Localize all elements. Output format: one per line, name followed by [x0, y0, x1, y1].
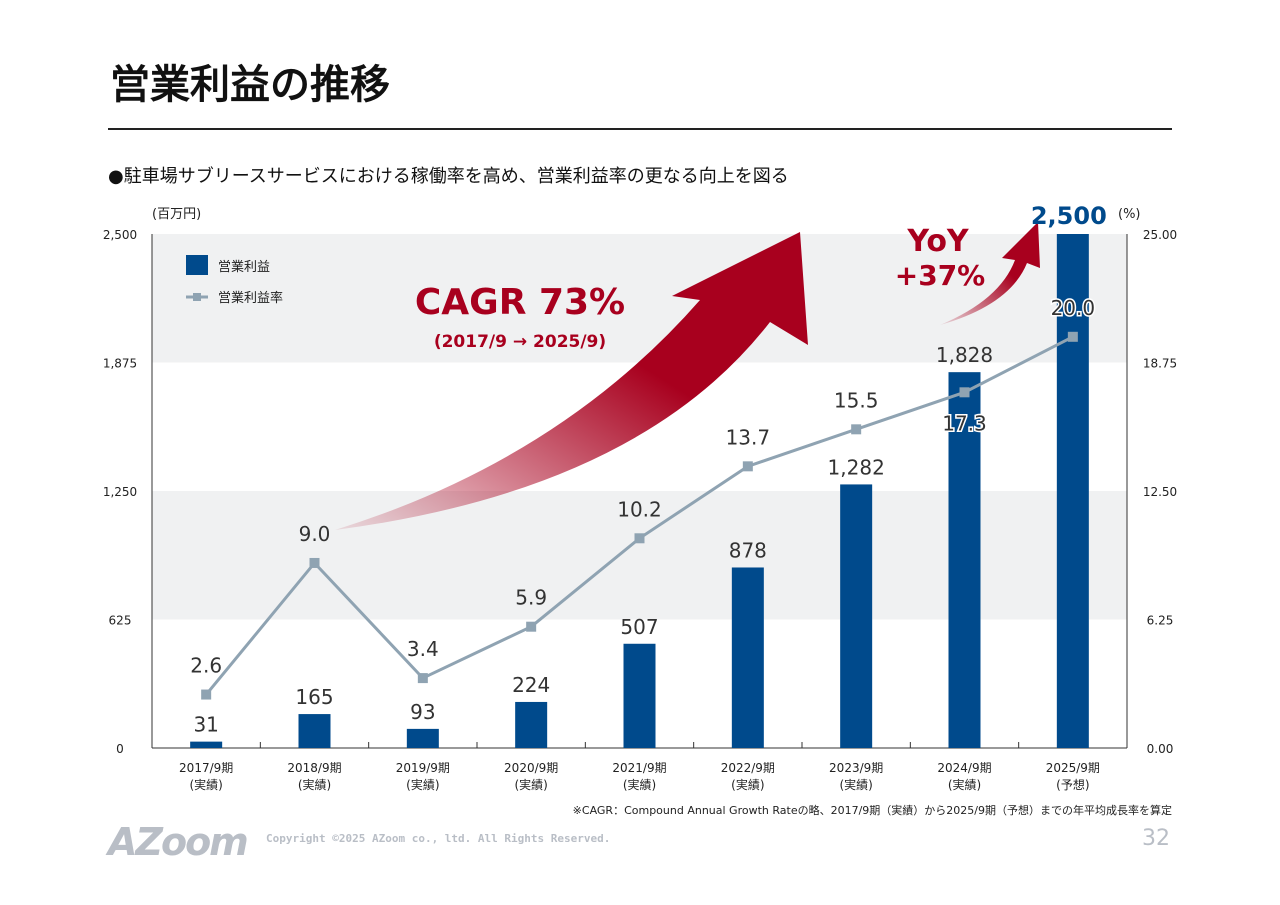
- rate-value-label: 13.7: [726, 425, 771, 449]
- y-label-right: (%): [1118, 207, 1141, 222]
- bar-value-label: 2,500: [1031, 202, 1107, 230]
- y-tick-left: 1,875: [103, 357, 137, 371]
- page-title: 営業利益の推移: [110, 62, 390, 108]
- rate-point: [634, 533, 645, 544]
- y-tick-right: 6.25: [1147, 614, 1174, 628]
- bar-value-label: 224: [512, 673, 550, 697]
- rate-point: [309, 557, 320, 568]
- bar-value-label: 507: [620, 615, 658, 639]
- y-label-left: (百万円): [152, 207, 201, 222]
- cagr-label: CAGR 73%: [415, 282, 625, 323]
- x-tick-label: 2021/9期: [612, 761, 666, 775]
- x-tick-label: 2024/9期: [937, 761, 991, 775]
- bar-value-label: 165: [295, 685, 333, 709]
- x-tick-label-sub: (実績): [406, 777, 439, 792]
- legend-line-marker: [193, 293, 201, 301]
- legend-bar-swatch: [186, 255, 208, 275]
- y-tick-right: 18.75: [1143, 357, 1177, 371]
- x-tick-label-sub: (実績): [948, 777, 981, 792]
- bar: [1056, 234, 1089, 748]
- rate-value-label: 2.6: [190, 654, 222, 678]
- rate-value-label: 15.5: [834, 388, 879, 412]
- page-number: 32: [1142, 826, 1170, 851]
- x-tick-label: 2017/9期: [179, 761, 233, 775]
- bar: [298, 714, 331, 748]
- x-tick-label: 2025/9期: [1046, 761, 1100, 775]
- y-tick-right: 25.00: [1143, 228, 1177, 242]
- x-tick-label-sub: (実績): [298, 777, 331, 792]
- rate-value-label: 9.0: [299, 522, 331, 546]
- yoy-value: +37%: [895, 259, 985, 292]
- rate-value-label: 10.2: [617, 497, 662, 521]
- rate-point: [526, 621, 537, 632]
- bar: [406, 728, 439, 748]
- bar: [948, 372, 981, 748]
- yoy-label: YoY: [906, 224, 970, 259]
- rate-point: [851, 424, 862, 435]
- logo: AZoom: [108, 820, 249, 864]
- x-tick-label-sub: (予想): [1056, 777, 1089, 792]
- y-tick-left: 1,250: [103, 485, 137, 499]
- rate-point: [417, 673, 428, 684]
- x-tick-label: 2020/9期: [504, 761, 558, 775]
- rate-value-label: 20.0: [1051, 296, 1096, 320]
- bar: [731, 567, 764, 748]
- x-tick-label: 2019/9期: [396, 761, 450, 775]
- bar: [515, 701, 548, 748]
- x-tick-label: 2018/9期: [287, 761, 341, 775]
- copyright: Copyright ©2025 AZoom co., ltd. All Righ…: [266, 832, 611, 845]
- x-tick-label-sub: (実績): [839, 777, 872, 792]
- bar-value-label: 1,282: [828, 455, 885, 479]
- y-tick-right: 0.00: [1147, 742, 1174, 756]
- rate-point: [959, 387, 970, 398]
- grid-band: [152, 234, 1127, 363]
- title-divider: [108, 128, 1172, 130]
- x-tick-label-sub: (実績): [731, 777, 764, 792]
- x-tick-label-sub: (実績): [623, 777, 656, 792]
- x-tick-label-sub: (実績): [189, 777, 222, 792]
- rate-point: [1067, 331, 1078, 342]
- bar-value-label: 31: [193, 713, 218, 737]
- y-tick-right: 12.50: [1143, 485, 1177, 499]
- rate-value-label: 17.3: [942, 411, 987, 435]
- cagr-period: (2017/9 → 2025/9): [434, 332, 606, 352]
- rate-point: [201, 689, 212, 700]
- y-tick-left: 0: [116, 742, 124, 756]
- x-tick-label: 2023/9期: [829, 761, 883, 775]
- rate-point: [742, 461, 753, 472]
- rate-value-label: 5.9: [515, 586, 547, 610]
- legend-line-label: 営業利益率: [218, 290, 283, 306]
- bar: [840, 484, 873, 748]
- x-tick-label: 2022/9期: [721, 761, 775, 775]
- bar-value-label: 878: [729, 538, 767, 562]
- cagr-arrow: [335, 232, 808, 530]
- bar-value-label: 1,828: [936, 343, 993, 367]
- y-tick-left: 625: [109, 614, 132, 628]
- yoy-arrow: [940, 222, 1040, 325]
- bullet-text: ●駐車場サブリースサービスにおける稼働率を高め、営業利益率の更なる向上を図る: [108, 166, 789, 187]
- bar: [623, 643, 656, 748]
- bar: [190, 741, 223, 748]
- y-tick-left: 2,500: [103, 228, 137, 242]
- x-tick-label-sub: (実績): [514, 777, 547, 792]
- rate-value-label: 3.4: [407, 637, 439, 661]
- bar-value-label: 93: [410, 700, 435, 724]
- footnote: ※CAGR：Compound Annual Growth Rateの略、2017…: [572, 804, 1172, 817]
- legend-bar-label: 営業利益: [218, 259, 270, 275]
